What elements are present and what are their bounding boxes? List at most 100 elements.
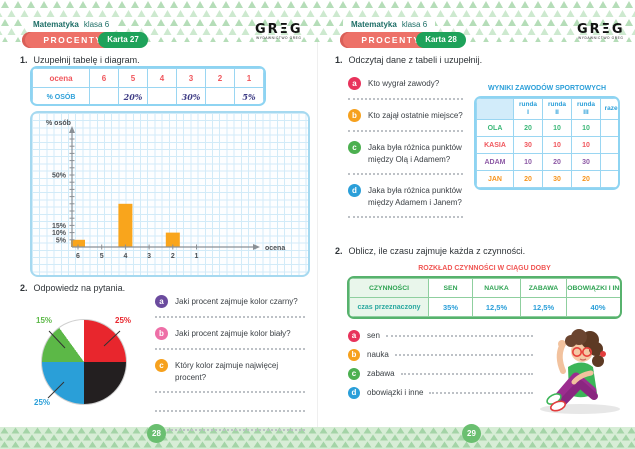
percent-cell <box>147 87 177 104</box>
pie-label-blue: 25% <box>34 398 51 407</box>
results-value-cell: 20 <box>513 119 543 137</box>
activity-header-cell: OBOWIĄZKI I INNE <box>566 278 620 298</box>
question-badge-a: a <box>155 295 168 308</box>
answer-line <box>348 172 463 176</box>
activity-header-cell: ZABAWA <box>520 278 567 298</box>
activity-value-cell: 12,5% <box>472 297 521 317</box>
right-publisher-subtext: WYDAWNICTWO GREG <box>578 36 624 40</box>
question-text: Kto zajął ostatnie miejsce? <box>368 111 463 120</box>
results-row: KASIA 30 10 10 <box>476 136 618 154</box>
percent-cell: 30% <box>176 87 206 104</box>
answer-line <box>155 347 305 350</box>
question-item: c Jaka była różnica punktów między Olą i … <box>348 141 466 165</box>
activity-item-zabawa: c zabawa <box>348 364 533 383</box>
results-name-cell: KASIA <box>476 136 514 154</box>
bar-chart: 5%10%15% 50% 6 5 4 3 2 1 % osób ocena <box>46 120 285 260</box>
question-item: c Który kolor zajmuje najwięcej procent? <box>155 359 307 383</box>
x-axis-arrow <box>253 244 260 250</box>
right-publisher-logo: GRΞG WYDAWNICTWO GREG <box>577 23 625 40</box>
right-page-number: 29 <box>462 424 481 443</box>
answer-line <box>348 97 463 100</box>
results-value-cell: 20 <box>513 170 543 188</box>
percent-cell: 20% <box>118 87 148 104</box>
activity-badge-b: b <box>348 348 360 361</box>
results-value-cell: 10 <box>571 136 601 154</box>
activity-row-label: czas przeznaczony <box>349 297 429 317</box>
answer-line <box>348 215 463 219</box>
percent-label: % OSÓB <box>32 87 90 104</box>
activity-item-label: sen <box>367 331 380 340</box>
x-tick-label: 4 <box>123 253 127 260</box>
y-axis-title: % osób <box>46 120 71 127</box>
question-text: Jaka była różnica punktów między Adamem … <box>368 186 462 207</box>
results-value-cell: 20 <box>571 170 601 188</box>
x-tick-label: 6 <box>76 253 80 260</box>
question-badge-b: b <box>155 327 168 340</box>
question-badge-c: c <box>348 141 361 154</box>
answer-line <box>155 315 305 318</box>
right-questions-list: a Kto wygrał zawody? b Kto zajął ostatnie m… <box>348 77 466 227</box>
right-publisher-name: GRΞG <box>577 22 625 37</box>
results-value-cell: 20 <box>542 153 572 171</box>
right-task2-heading: 2. Oblicz, ile czasu zajmuje każda z czyn… <box>335 246 525 256</box>
results-row: OLA 20 10 10 <box>476 119 618 137</box>
activity-table-title: ROZKŁAD CZYNNOŚCI W CIĄGU DOBY <box>418 265 551 272</box>
activity-item-nauka: b nauka <box>348 345 533 364</box>
girl-hugging-arm <box>571 370 594 385</box>
activity-item-label: obowiązki i inne <box>367 388 424 397</box>
left-publisher-name: GRΞG <box>255 22 303 37</box>
bottom-triangle-band <box>0 427 635 449</box>
grade-cell: 6 <box>89 68 119 88</box>
right-task1-heading: 1. Odczytaj dane z tabeli i uzupełnij. <box>335 55 482 65</box>
right-task1-title: Odczytaj dane z tabeli i uzupełnij. <box>348 55 483 65</box>
girl-hair-bow <box>600 351 606 357</box>
results-value-cell: 10 <box>542 136 572 154</box>
left-task1-heading: 1. Uzupełnij tabelę i diagram. <box>20 55 140 65</box>
pie-leader-lines <box>47 330 121 399</box>
question-badge-b: b <box>348 109 361 122</box>
question-text: Który kolor zajmuje najwięcej procent? <box>175 361 279 382</box>
results-name-cell: JAN <box>476 170 514 188</box>
grade-cell: 4 <box>147 68 177 88</box>
activity-badge-c: c <box>348 367 360 380</box>
bar-6 <box>71 239 85 247</box>
answer-line <box>155 428 305 432</box>
question-item: b Kto zajął ostatnie miejsce? <box>348 109 466 122</box>
x-tick-label: 1 <box>195 253 199 260</box>
left-task1-title: Uzupełnij tabelę i diagram. <box>33 55 140 65</box>
results-header-cell: runda I <box>513 98 543 120</box>
left-grade: klasa 6 <box>83 20 110 29</box>
right-grade: klasa 6 <box>401 20 428 29</box>
results-header-cell: razem <box>600 98 618 120</box>
activity-header-cell: SEN <box>428 278 473 298</box>
results-header-cell <box>476 98 514 120</box>
grade-cell: 1 <box>234 68 264 88</box>
answer-line <box>155 390 305 394</box>
pie-chart-block: 15% 25% 25% <box>22 312 152 427</box>
right-task2-title: Oblicz, ile czasu zajmuje każda z czynno… <box>348 246 526 256</box>
girl-raised-arm <box>556 343 566 374</box>
activity-item-sen: a sen <box>348 326 533 345</box>
bar-2 <box>165 232 180 247</box>
x-tick-label: 3 <box>147 253 151 260</box>
activity-answer-line <box>400 372 533 375</box>
question-text: Jaki procent zajmuje kolor czarny? <box>175 297 298 306</box>
activity-header-cell: NAUKA <box>472 278 521 298</box>
question-item: d Jaka była różnica punktów między Adamem… <box>348 184 466 208</box>
activity-item-obowiązki-i-inne: d obowiązki i inne <box>348 383 533 402</box>
grades-table-header-row: ocena 6 5 4 3 2 1 <box>32 68 264 88</box>
results-value-cell: 10 <box>513 153 543 171</box>
activity-answer-line <box>394 353 533 356</box>
activity-table-block: ROZKŁAD CZYNNOŚCI W CIĄGU DOBY CZYNNOŚCI… <box>347 265 622 319</box>
activity-items-list: a sen b nauka c zabawa d obowiązki i inne <box>348 326 533 402</box>
x-tick-label: 2 <box>171 253 175 260</box>
x-tick-label: 5 <box>100 253 104 260</box>
grades-table: ocena 6 5 4 3 2 1 % OSÓB 20% 30% 5% <box>30 66 266 106</box>
page-gutter <box>317 42 318 427</box>
left-publisher-logo: GRΞG WYDAWNICTWO GREG <box>255 23 303 40</box>
grade-cell: 3 <box>176 68 206 88</box>
